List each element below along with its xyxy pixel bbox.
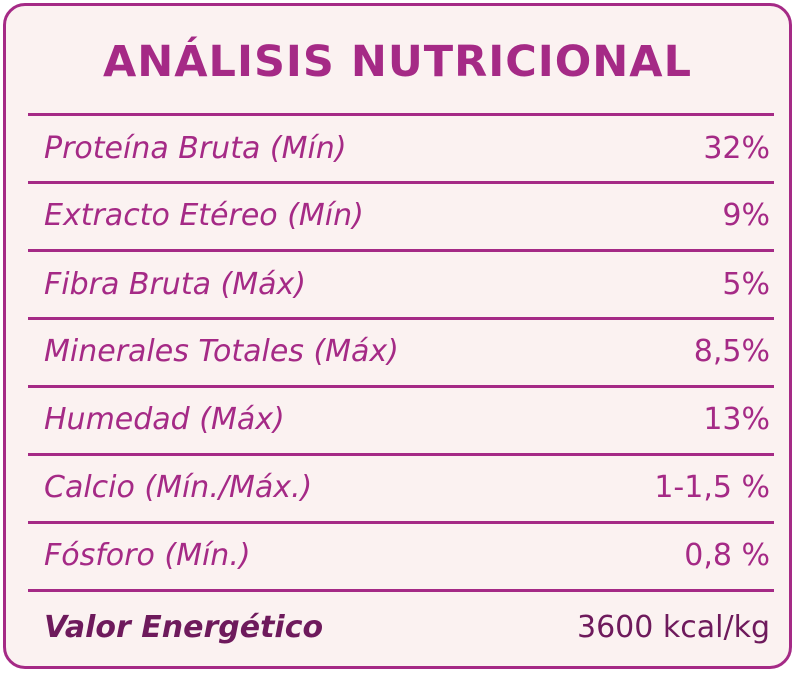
nutrient-row: Fibra Bruta (Máx) 5% — [0, 267, 801, 307]
nutrient-label: Fósforo (Mín.) — [44, 538, 251, 573]
nutrient-label: Fibra Bruta (Máx) — [44, 267, 306, 302]
divider — [28, 521, 774, 524]
nutrient-label: Proteína Bruta (Mín) — [44, 131, 347, 166]
nutrient-value: 9% — [722, 198, 770, 233]
divider — [28, 453, 774, 456]
divider — [28, 589, 774, 592]
nutrient-value: 13% — [703, 402, 770, 437]
nutrient-label: Calcio (Mín./Máx.) — [44, 470, 313, 505]
nutrient-row: Humedad (Máx) 13% — [0, 402, 801, 442]
nutrient-value: 1-1,5 % — [654, 470, 770, 505]
nutrient-row: Minerales Totales (Máx) 8,5% — [0, 334, 801, 374]
nutrient-label: Humedad (Máx) — [44, 402, 285, 437]
energy-value: 3600 kcal/kg — [577, 610, 770, 645]
nutrient-label: Extracto Etéreo (Mín) — [44, 198, 364, 233]
energy-row: Valor Energético 3600 kcal/kg — [0, 610, 801, 650]
divider — [28, 249, 774, 252]
nutrient-row: Fósforo (Mín.) 0,8 % — [0, 538, 801, 578]
divider — [28, 181, 774, 184]
nutrient-value: 8,5% — [693, 334, 770, 369]
nutrient-value: 32% — [703, 131, 770, 166]
divider — [28, 385, 774, 388]
energy-label: Valor Energético — [44, 610, 324, 645]
nutrient-row: Extracto Etéreo (Mín) 9% — [0, 198, 801, 238]
divider — [28, 317, 774, 320]
nutrient-value: 0,8 % — [684, 538, 770, 573]
panel-title: ANÁLISIS NUTRICIONAL — [103, 37, 692, 87]
nutrient-row: Proteína Bruta (Mín) 32% — [0, 131, 801, 171]
divider — [28, 113, 774, 116]
nutrient-value: 5% — [722, 267, 770, 302]
nutrient-row: Calcio (Mín./Máx.) 1-1,5 % — [0, 470, 801, 510]
nutrient-label: Minerales Totales (Máx) — [44, 334, 399, 369]
